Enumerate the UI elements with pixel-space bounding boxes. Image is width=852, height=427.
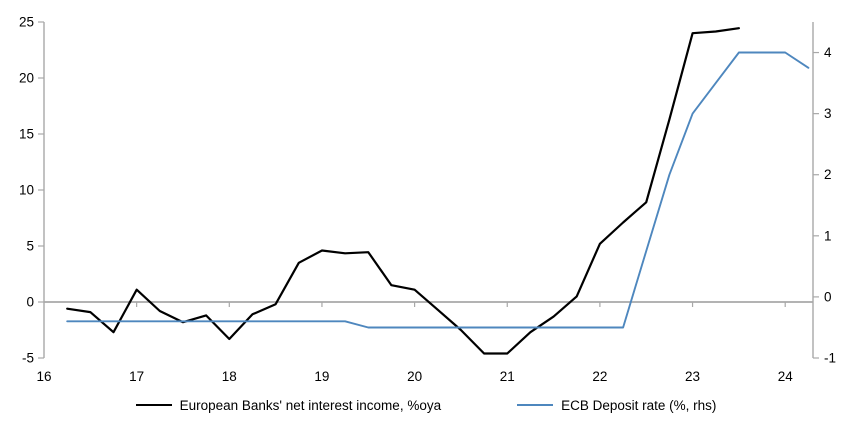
ecb-deposit-rate-line bbox=[66, 51, 810, 329]
right-axis-tick-label: 3 bbox=[824, 106, 832, 121]
left-axis-tick-label: 15 bbox=[19, 127, 34, 142]
x-axis-tick-label: 22 bbox=[592, 369, 607, 384]
x-axis-tick-label: 24 bbox=[778, 369, 794, 384]
legend-item-net-interest-income: European Banks' net interest income, %oy… bbox=[135, 397, 442, 413]
nii-line-swatch bbox=[135, 404, 172, 406]
chart-legend: European Banks' net interest income, %oy… bbox=[0, 394, 852, 416]
right-axis-tick-label: 4 bbox=[824, 45, 832, 60]
x-axis-tick-label: 19 bbox=[314, 369, 329, 384]
x-axis-tick-label: 21 bbox=[500, 369, 515, 384]
x-axis-tick-label: 17 bbox=[129, 369, 144, 384]
left-axis-tick-label: -5 bbox=[22, 351, 34, 366]
left-axis-tick-label: 20 bbox=[19, 71, 34, 86]
left-axis-tick-label: 0 bbox=[26, 295, 34, 310]
x-axis-tick-label: 16 bbox=[36, 369, 51, 384]
right-axis-tick-label: 1 bbox=[824, 228, 832, 243]
ecb-line-swatch bbox=[517, 404, 554, 406]
left-axis-tick-label: 25 bbox=[19, 15, 34, 30]
x-axis-tick-label: 23 bbox=[685, 369, 700, 384]
net-interest-income-line bbox=[66, 27, 741, 355]
left-axis-tick-label: 5 bbox=[26, 239, 34, 254]
right-axis-tick-label: 2 bbox=[824, 167, 832, 182]
right-axis-tick-label: -1 bbox=[824, 351, 836, 366]
x-axis-tick-label: 20 bbox=[407, 369, 422, 384]
left-axis-tick-label: 10 bbox=[19, 183, 34, 198]
nii-legend-label: European Banks' net interest income, %oy… bbox=[179, 397, 442, 413]
legend-item-ecb-deposit-rate: ECB Deposit rate (%, rhs) bbox=[517, 398, 716, 413]
right-axis-tick-label: 0 bbox=[824, 289, 832, 304]
x-axis-tick-label: 18 bbox=[222, 369, 237, 384]
ecb-legend-label: ECB Deposit rate (%, rhs) bbox=[561, 397, 717, 413]
